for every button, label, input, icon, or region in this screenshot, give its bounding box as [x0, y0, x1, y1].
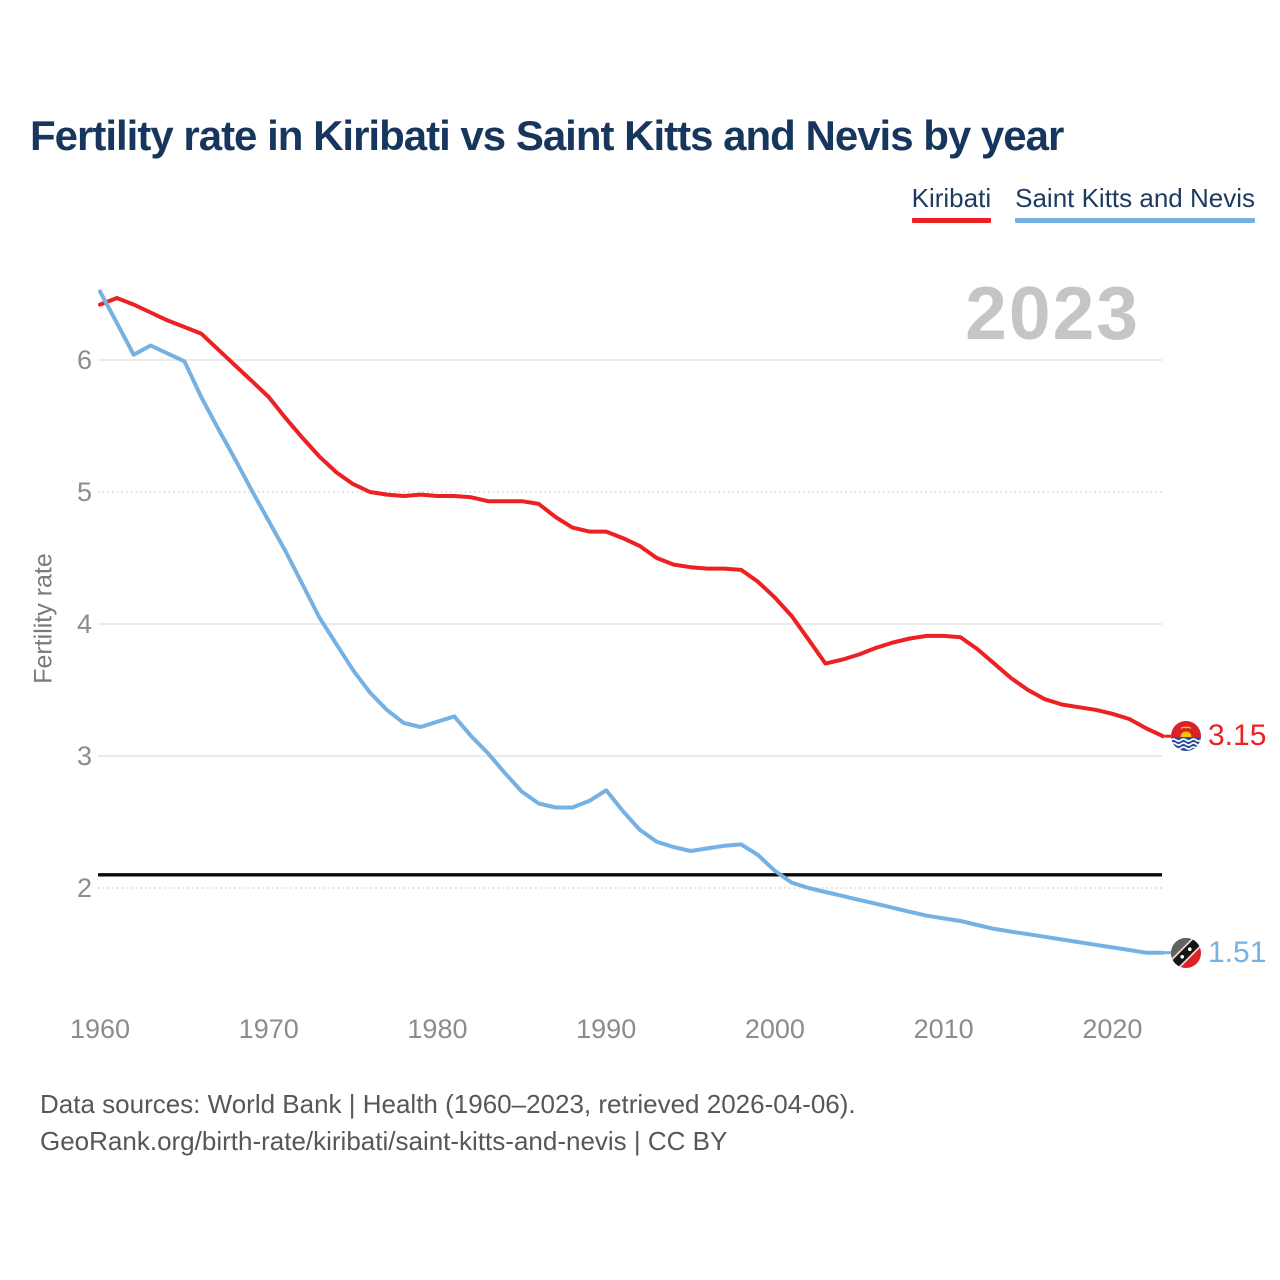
- legend-label-kiribati: Kiribati: [911, 183, 992, 213]
- x-tick-label: 1990: [576, 1014, 637, 1044]
- x-tick-label: 1970: [238, 1014, 299, 1044]
- y-tick-label: 6: [76, 345, 92, 375]
- legend-color-bar-saint-kitts-and-nevis: [1015, 218, 1255, 223]
- kiribati-end-value: 3.15: [1208, 719, 1267, 753]
- legend-item-kiribati[interactable]: Kiribati: [911, 183, 992, 223]
- legend: Kiribati Saint Kitts and Nevis: [911, 183, 1255, 223]
- footer-sources-line: Data sources: World Bank | Health (1960–…: [40, 1089, 856, 1119]
- y-tick-label: 3: [76, 741, 92, 771]
- saint-kitts-and-nevis-end-value: 1.51: [1208, 935, 1267, 969]
- kiribati-flag-icon: [1171, 721, 1201, 752]
- saint-kitts-and-nevis-line: [98, 289, 1165, 955]
- x-tick-label: 1980: [407, 1014, 468, 1044]
- footer-attribution-line: GeoRank.org/birth-rate/kiribati/saint-ki…: [40, 1126, 728, 1156]
- legend-item-saint-kitts-and-nevis[interactable]: Saint Kitts and Nevis: [1015, 183, 1255, 223]
- y-tick-label: 2: [76, 873, 92, 903]
- x-tick-label: 2000: [744, 1014, 805, 1044]
- kiribati-line: [98, 296, 1165, 739]
- legend-label-saint-kitts-and-nevis: Saint Kitts and Nevis: [1015, 183, 1255, 213]
- footer: Data sources: World Bank | Health (1960–…: [40, 1086, 856, 1160]
- saint-kitts-and-nevis-flag-icon: [1171, 937, 1201, 968]
- x-tick-label: 2020: [1082, 1014, 1143, 1044]
- saint-kitts-and-nevis-end-label: 1.51: [1171, 935, 1267, 969]
- y-tick-label: 5: [76, 477, 92, 507]
- x-tick-label: 2010: [913, 1014, 974, 1044]
- kiribati-end-label: 3.15: [1171, 719, 1267, 753]
- chart-title: Fertility rate in Kiribati vs Saint Kitt…: [30, 112, 1064, 159]
- year-watermark: 2023: [965, 271, 1140, 355]
- y-tick-label: 4: [76, 609, 92, 639]
- x-tick-label: 1960: [69, 1014, 131, 1044]
- legend-color-bar-kiribati: [911, 218, 992, 223]
